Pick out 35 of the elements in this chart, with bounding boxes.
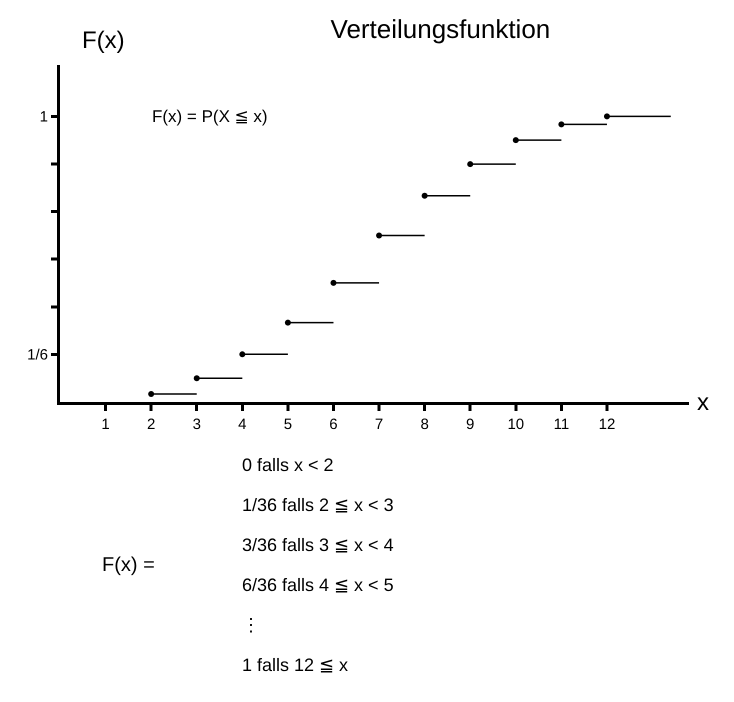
x-tick-label: 3 <box>192 416 201 433</box>
point <box>148 391 154 397</box>
x-tick-label: 8 <box>420 416 429 433</box>
y-axis-title: F(x) <box>82 27 125 54</box>
text: ⋮ <box>242 615 260 635</box>
x-tick-label: 5 <box>284 416 292 433</box>
x-tick-label: 9 <box>466 416 474 433</box>
x-tick-label: 10 <box>507 416 524 433</box>
text: 6/36 falls 4 ≦ x < 5 <box>242 575 394 595</box>
point <box>467 161 474 168</box>
chart-title: Verteilungsfunktion <box>330 14 550 44</box>
x-tick-label: 1 <box>101 416 110 433</box>
point <box>558 121 564 128</box>
x-axis-title: x <box>697 389 709 416</box>
x-tick-label: 11 <box>554 416 570 433</box>
text: 3/36 falls 3 ≦ x < 4 <box>242 535 394 555</box>
y-tick-label: 1/6 <box>27 346 48 364</box>
x-tick-label: 4 <box>238 416 246 433</box>
text: F(x) = <box>102 554 155 576</box>
x-tick-label: 2 <box>146 416 156 433</box>
point <box>604 113 610 120</box>
point <box>194 375 200 382</box>
point <box>239 351 246 358</box>
point <box>284 320 291 326</box>
point <box>376 232 382 238</box>
text: 1 falls 12 ≦ x <box>242 655 348 675</box>
point <box>512 137 519 144</box>
text: 0 falls x < 2 <box>242 455 334 475</box>
x-tick-label: 7 <box>374 416 384 433</box>
annotation: F(x) = P(X ≦ x) <box>152 107 268 126</box>
point <box>422 192 428 199</box>
point <box>330 280 336 286</box>
text: 1/36 falls 2 ≦ x < 3 <box>242 495 394 515</box>
x-tick-label: 12 <box>598 416 616 433</box>
x-tick-label: 6 <box>329 416 338 433</box>
